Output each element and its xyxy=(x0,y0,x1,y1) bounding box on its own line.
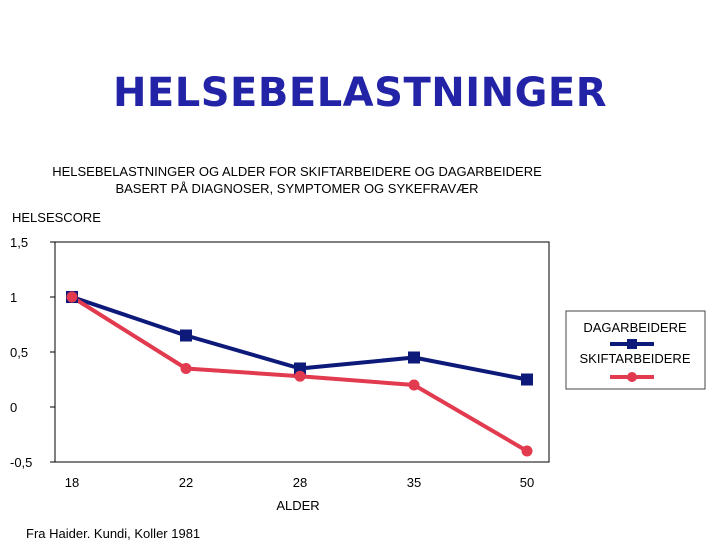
plot-area xyxy=(54,241,550,463)
legend-marker-skiftarbeidere xyxy=(627,372,637,382)
data-point-dagarbeidere xyxy=(521,373,533,386)
slide-title: HELSEBELASTNINGER xyxy=(112,70,608,116)
legend-label-skiftarbeidere: SKIFTARBEIDERE xyxy=(579,351,690,366)
data-point-skiftarbeidere xyxy=(408,379,420,391)
x-tick-label: 18 xyxy=(65,475,79,490)
data-point-skiftarbeidere xyxy=(66,291,78,303)
data-point-dagarbeidere xyxy=(294,362,306,375)
data-point-dagarbeidere xyxy=(408,351,420,364)
y-tick-label: 0 xyxy=(10,400,17,415)
x-tick-label: 22 xyxy=(179,475,193,490)
x-tick-label: 28 xyxy=(293,475,307,490)
y-tick-label: 0,5 xyxy=(10,345,28,360)
legend-label-dagarbeidere: DAGARBEIDERE xyxy=(583,320,687,335)
legend-marker-dagarbeidere xyxy=(627,339,637,349)
data-point-skiftarbeidere xyxy=(294,370,306,382)
x-tick-label: 35 xyxy=(407,475,421,490)
data-point-skiftarbeidere xyxy=(180,363,192,374)
y-axis-label: HELSESCORE xyxy=(12,210,101,225)
y-tick-label: 1,5 xyxy=(10,235,28,250)
data-point-dagarbeidere xyxy=(180,329,192,342)
y-tick-label: -0,5 xyxy=(10,455,32,470)
chart-title: HELSEBELASTNINGER OG ALDER FOR SKIFTARBE… xyxy=(52,164,542,179)
x-tick-label: 50 xyxy=(520,475,534,490)
chart-subtitle: BASERT PÅ DIAGNOSER, SYMPTOMER OG SYKEFR… xyxy=(115,181,478,196)
y-tick-label: 1 xyxy=(10,290,17,305)
source-note: Fra Haider. Kundi, Koller 1981 xyxy=(26,526,201,541)
data-point-skiftarbeidere xyxy=(521,445,533,457)
x-axis-label: ALDER xyxy=(276,498,319,513)
